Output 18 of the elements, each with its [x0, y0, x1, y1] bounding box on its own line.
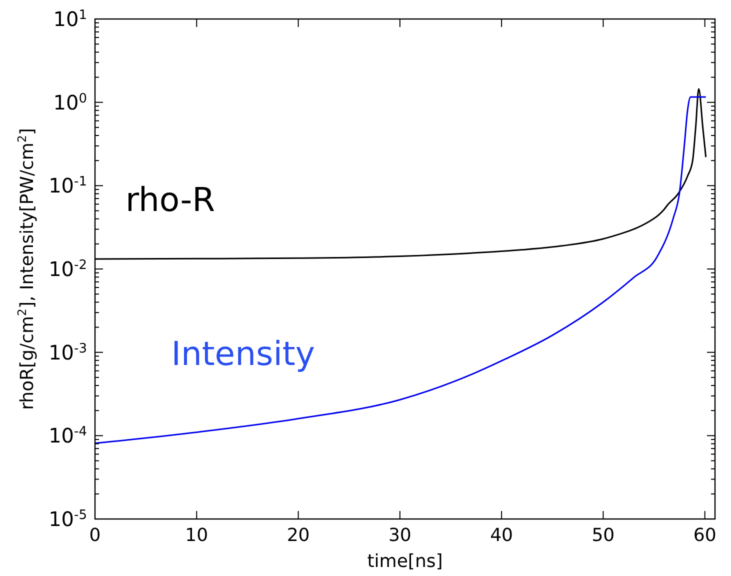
y-tick-label: 10$^{-1}$: [48, 174, 87, 198]
y-tick-label: 10$^{-4}$: [48, 424, 87, 448]
series-label: rho-R: [125, 180, 216, 219]
y-tick-label: 10$^{-2}$: [48, 257, 87, 281]
x-tick-label: 10: [185, 525, 208, 546]
x-tick-label: 20: [286, 525, 310, 546]
series-label: Intensity: [171, 334, 315, 374]
y-tick-label: 10$^{-3}$: [48, 340, 87, 364]
y-tick-label: 10$^{0}$: [53, 90, 87, 114]
x-tick-label: 40: [490, 525, 514, 546]
x-tick-label: 50: [592, 525, 615, 546]
x-tick-label: 60: [693, 525, 716, 546]
line-series: [94, 96, 707, 444]
y-tick-label: 10$^{-5}$: [48, 507, 87, 531]
y-tick-label: 10$^{1}$: [53, 7, 87, 31]
x-tick-label: 0: [89, 525, 101, 546]
x-axis-title: time[ns]: [367, 551, 443, 572]
x-tick-label: 30: [388, 525, 412, 546]
